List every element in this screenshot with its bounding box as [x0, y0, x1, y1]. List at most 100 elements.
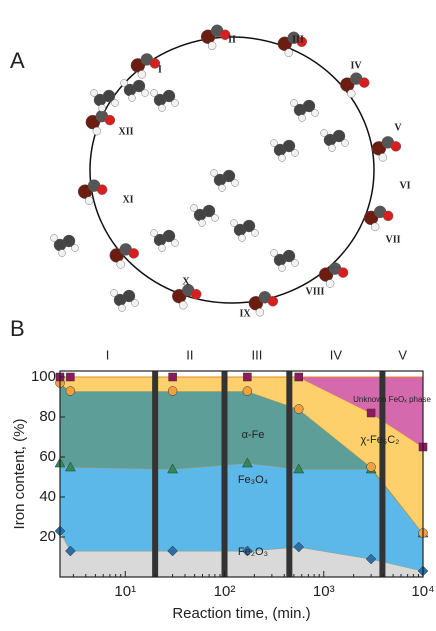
atom — [162, 229, 176, 243]
atom — [270, 249, 278, 257]
atom — [71, 244, 79, 252]
atom — [291, 259, 299, 267]
phase-divider — [152, 371, 159, 577]
atom — [171, 239, 179, 247]
atom — [284, 48, 293, 57]
atom — [104, 114, 116, 126]
marker — [293, 463, 305, 474]
atom — [90, 89, 98, 97]
atom — [296, 36, 307, 47]
series-label: α-Fe — [242, 429, 265, 441]
atom — [328, 144, 336, 152]
x-axis-label: Reaction time, (min.) — [172, 605, 310, 622]
marker — [167, 386, 178, 396]
marker — [241, 457, 253, 468]
phase-label: III — [252, 347, 263, 362]
phase-label: IV — [330, 347, 343, 362]
atom — [251, 229, 259, 237]
atom — [238, 234, 246, 242]
step-label: II — [228, 34, 236, 45]
series-label: Fe₃O₄ — [238, 474, 269, 486]
y-tick-label: 80 — [39, 408, 56, 425]
marker — [294, 404, 304, 414]
atom — [149, 58, 161, 69]
atom — [332, 129, 346, 143]
molecules — [50, 24, 402, 317]
series-label: Unknown FeOₓ phase — [353, 395, 431, 404]
atom — [162, 89, 176, 103]
cycle-ring — [89, 36, 375, 304]
atom — [131, 299, 139, 307]
panel-label: B — [10, 316, 25, 341]
atom — [118, 304, 126, 312]
atom — [211, 214, 219, 222]
marker — [242, 545, 253, 557]
atom — [242, 219, 256, 233]
atom — [110, 289, 118, 297]
marker — [242, 386, 253, 396]
marker — [167, 545, 178, 557]
step-label: XII — [118, 126, 133, 137]
atom — [255, 308, 265, 317]
atom — [98, 104, 106, 112]
marker — [366, 462, 376, 472]
atom — [111, 99, 119, 107]
atom — [219, 29, 231, 40]
step-label: I — [158, 64, 162, 75]
marker — [366, 408, 376, 418]
phase-divider — [221, 371, 228, 577]
atom — [302, 99, 316, 113]
atom — [102, 89, 116, 103]
y-tick-label: 100 — [31, 368, 56, 385]
plot-frame — [59, 370, 424, 578]
atom — [84, 196, 94, 205]
atom — [231, 179, 239, 187]
x-tick-label: 10² — [214, 583, 236, 600]
phase-divider — [379, 371, 386, 577]
atom — [325, 279, 335, 288]
marker — [168, 372, 177, 382]
phase-label: II — [186, 347, 193, 362]
marker — [167, 463, 179, 474]
atom — [347, 89, 356, 98]
atom — [132, 79, 146, 93]
marker — [65, 386, 76, 396]
atom — [128, 248, 139, 259]
atom — [382, 210, 394, 222]
atom — [218, 184, 226, 192]
marker — [365, 553, 377, 565]
atom — [390, 141, 402, 152]
atom — [190, 204, 198, 212]
atom — [359, 77, 370, 88]
atom — [128, 94, 136, 102]
atom — [207, 41, 217, 50]
atom — [179, 301, 188, 310]
atom — [116, 260, 125, 269]
marker — [294, 372, 304, 382]
panel-label: A — [10, 48, 25, 73]
y-tick-label: 60 — [39, 448, 56, 465]
step-label: III — [292, 34, 304, 45]
atom — [150, 89, 158, 97]
atom — [58, 249, 66, 257]
step-label: IV — [350, 60, 362, 71]
atom — [378, 153, 388, 162]
atom — [158, 104, 166, 112]
atom — [122, 289, 136, 303]
phase-divider — [286, 371, 293, 577]
atom — [291, 149, 299, 157]
atom — [198, 219, 206, 227]
atom — [278, 154, 286, 162]
series-label: Fe₂O₃ — [238, 546, 268, 558]
atom — [341, 139, 349, 147]
y-tick-label: 20 — [39, 528, 56, 545]
y-axis-label: Iron content, (%) — [11, 419, 28, 530]
marker — [243, 372, 252, 382]
atom — [270, 139, 278, 147]
y-tick-label: 40 — [39, 488, 56, 505]
marker — [65, 545, 76, 557]
atom — [150, 229, 158, 237]
atom — [298, 114, 306, 122]
atom — [320, 129, 328, 137]
